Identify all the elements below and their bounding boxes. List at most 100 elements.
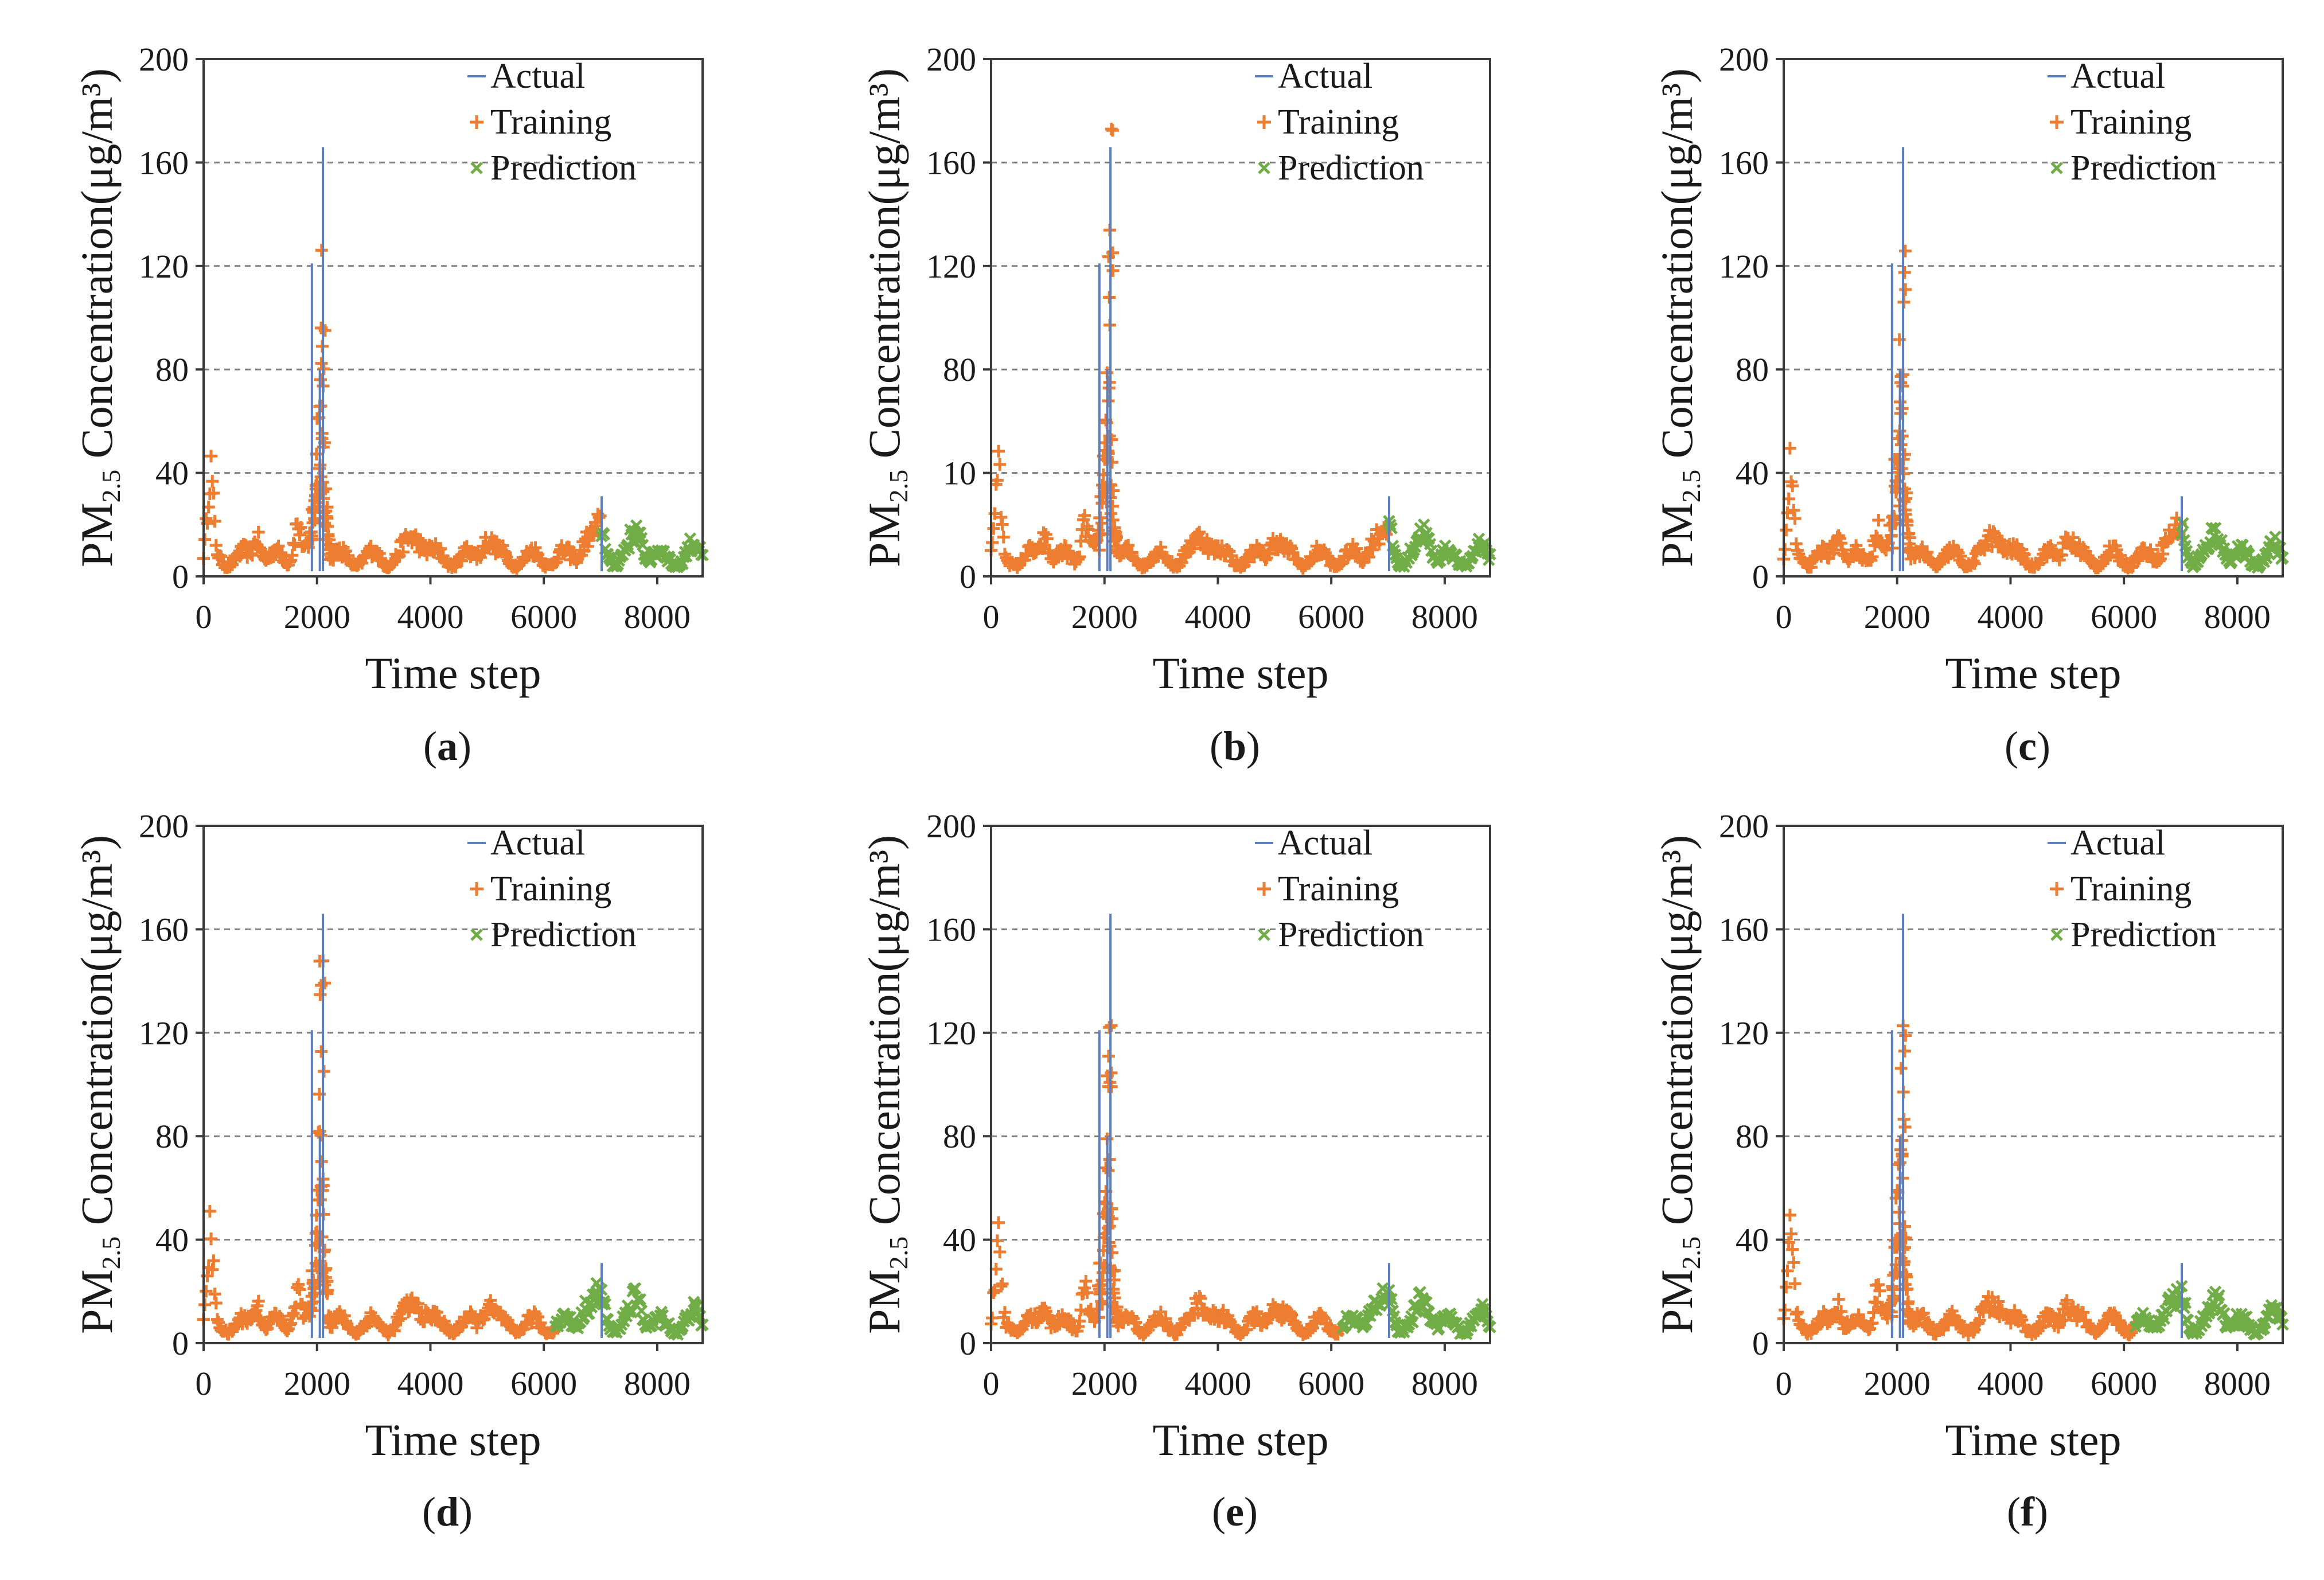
legend: Actual Training Prediction [1255, 824, 1424, 954]
training-point [1904, 552, 1917, 565]
training-point [2052, 1321, 2065, 1334]
x-tick-label: 4000 [1184, 1365, 1251, 1402]
y-axis-label-sub: 2.5 [1676, 1236, 1706, 1270]
x-tick-label: 0 [983, 598, 1000, 635]
training-point [996, 518, 1009, 531]
training-point [1780, 1281, 1793, 1294]
legend-label: Prediction [2070, 915, 2217, 954]
y-axis-label-sub: 2.5 [1676, 470, 1706, 503]
training-point [1899, 1231, 1912, 1245]
prediction-point [636, 539, 649, 551]
legend-label: Training [2070, 103, 2192, 142]
y-tick-label: 200 [926, 41, 976, 78]
y-axis-label-main: PM [72, 502, 122, 567]
training-point [315, 1045, 328, 1058]
x-tick-label: 4000 [1977, 598, 2044, 635]
y-axis-label-rest: Concentration(μg/m³) [72, 68, 122, 470]
legend-label: Actual [1278, 57, 1372, 96]
panel-label-close: ) [458, 723, 471, 769]
plot-frame [202, 825, 704, 1344]
prediction-point [629, 1282, 642, 1295]
legend-label: Actual [2070, 57, 2165, 96]
y-axis-label: PM2.5 Concentration(μg/m³) [1652, 68, 1706, 567]
panel-label-letter: e [1226, 1489, 1244, 1535]
prediction-point [2240, 1310, 2253, 1323]
y-axis-label-main: PM [859, 502, 909, 567]
y-tick-label: 80 [1736, 1118, 1769, 1155]
panel-label-close: ) [2034, 1489, 2048, 1535]
prediction-point [2213, 1289, 2225, 1302]
training-point [198, 533, 212, 546]
panel-label-open: ( [1212, 1489, 1226, 1535]
legend-training-swatch [1257, 882, 1271, 896]
training-point [293, 1283, 306, 1296]
y-tick-label: 0 [960, 1325, 976, 1362]
training-point [1078, 509, 1091, 522]
x-tick-label: 8000 [2204, 598, 2271, 635]
prediction-point [1417, 518, 1430, 531]
x-tick-label: 4000 [397, 1365, 463, 1402]
prediction-point [2209, 521, 2222, 535]
training-point [992, 444, 1005, 458]
y-tick-label: 80 [943, 1118, 976, 1155]
legend-prediction-swatch [470, 162, 483, 174]
training-point [1899, 1029, 1912, 1042]
y-axis-label-main: PM [1652, 1269, 1702, 1334]
legend: Actual Training Prediction [2048, 824, 2217, 954]
y-tick-label: 160 [139, 144, 189, 181]
legend-label: Prediction [1278, 915, 1424, 954]
panel-label: (a) [423, 723, 471, 769]
training-point [1872, 514, 1885, 527]
prediction-point [1479, 1306, 1492, 1319]
training-point [297, 1312, 310, 1325]
x-axis-label: Time step [1945, 648, 2121, 698]
y-axis-label: PM2.5 Concentration(μg/m³) [72, 835, 126, 1334]
y-tick-label: 200 [1719, 807, 1769, 845]
x-tick-label: 6000 [1298, 1365, 1364, 1402]
training-point [315, 357, 328, 370]
plot-frame [202, 58, 704, 578]
x-tick-label: 6000 [2091, 598, 2157, 635]
training-point [2157, 548, 2170, 561]
training-point [1095, 1278, 1109, 1292]
training-point [1867, 1306, 1880, 1319]
training-point [1194, 1292, 1207, 1305]
legend-label: Training [490, 869, 611, 908]
y-tick-label: 40 [155, 1222, 189, 1259]
training-point [207, 486, 220, 500]
training-point [1866, 550, 1879, 563]
training-point [205, 450, 218, 463]
y-tick-label: 0 [960, 558, 976, 595]
training-point [986, 536, 999, 549]
training-point [1112, 543, 1125, 556]
legend-training-swatch [470, 115, 483, 129]
legend-label: Actual [490, 824, 585, 863]
legend-label: Prediction [2070, 149, 2217, 188]
y-tick-label: 200 [139, 41, 189, 78]
training-point [1073, 1314, 1086, 1328]
legend: Actual Training Prediction [1255, 57, 1424, 188]
y-tick-label: 200 [139, 807, 189, 845]
training-point [1102, 1080, 1115, 1093]
training-point [198, 1298, 212, 1311]
x-tick-label: 2000 [1071, 598, 1138, 635]
y-tick-label: 120 [926, 248, 976, 285]
y-axis-label-main: PM [1652, 502, 1702, 567]
legend-label: Training [2070, 869, 2192, 908]
y-tick-label: 0 [172, 1325, 189, 1362]
training-point [1102, 447, 1115, 460]
x-tick-label: 8000 [1411, 1365, 1478, 1402]
legend-label: Prediction [490, 915, 637, 954]
y-tick-label: 200 [926, 807, 976, 845]
legend-prediction-swatch [2050, 929, 2063, 941]
prediction-point [634, 1293, 647, 1306]
training-point [1898, 244, 1912, 258]
series-group [985, 123, 1496, 575]
x-tick-label: 2000 [284, 1365, 350, 1402]
y-tick-label: 120 [1719, 1015, 1769, 1052]
y-tick-label: 160 [139, 911, 189, 948]
